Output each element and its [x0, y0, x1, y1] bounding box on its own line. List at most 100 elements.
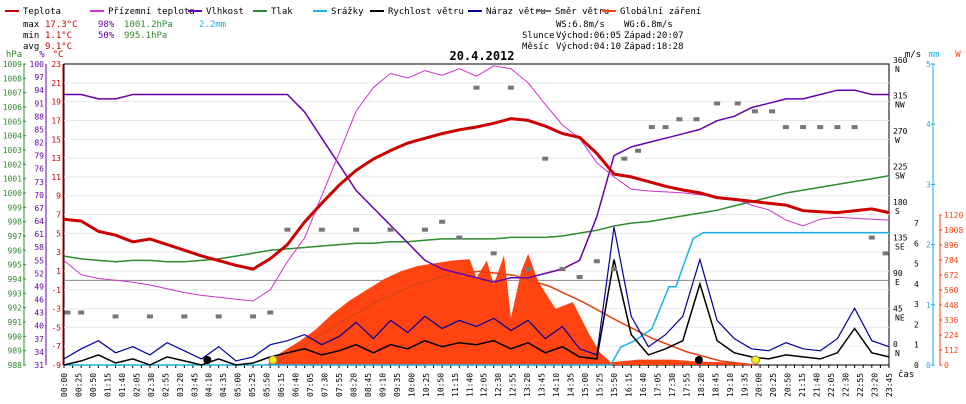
axis-celsius-tick: 1: [56, 267, 61, 276]
axis-hpa-tick: 1003: [3, 146, 22, 155]
info-moonset: Západ:18:28: [624, 42, 684, 52]
legend-label: Globální záření: [620, 7, 701, 17]
info-ws: WS:6.8m/s: [556, 20, 605, 30]
wind-direction-mark: [662, 125, 669, 130]
grid: [63, 82, 890, 368]
axis-direction-tick: 360: [893, 56, 908, 65]
wind-direction-mark: [751, 109, 758, 114]
axis-hpa-tick: 989: [8, 347, 23, 356]
axis-percent-tick: 100: [30, 60, 45, 69]
wind-direction-mark: [782, 125, 789, 130]
x-tick-label: 06:40: [292, 373, 301, 397]
x-tick-label: 16:15: [624, 373, 633, 397]
axis-hpa-title: hPa: [6, 50, 22, 60]
wind-direction-mark: [714, 101, 721, 106]
x-tick-label: 07:30: [321, 373, 330, 397]
wind-direction-mark: [621, 156, 628, 161]
axis-celsius-tick: 23: [51, 60, 61, 69]
x-tick-label: 06:15: [277, 373, 286, 397]
x-tick-label: 10:00: [407, 373, 416, 397]
x-tick-label: 05:00: [234, 373, 243, 397]
x-tick-label: 19:35: [740, 373, 749, 397]
wind-direction-mark: [146, 314, 153, 319]
legend-label: Teplota: [23, 7, 61, 17]
axis-percent-tick: 85: [34, 125, 44, 134]
x-tick-label: 08:20: [349, 373, 358, 397]
stat-min-press: 995.1hPa: [124, 31, 167, 41]
stat-max-temp: 17.3°C: [45, 20, 78, 30]
legend-label: Směr větru: [555, 7, 609, 17]
axis-percent-tick: 76: [34, 165, 44, 174]
legend-label: Náraz větru: [486, 7, 546, 17]
wind-direction-mark: [215, 314, 222, 319]
x-tick-label: 02:05: [132, 373, 141, 397]
axis-radiation-tick: 560: [944, 286, 959, 295]
axis-hpa-tick: 1009: [3, 60, 22, 69]
axis-mm-tick: 2: [926, 241, 931, 250]
wind-direction-mark: [421, 227, 428, 232]
wind-direction-mark: [817, 125, 824, 130]
axis-windspeed-tick: 3: [914, 300, 919, 309]
x-tick-label: 09:35: [393, 373, 402, 397]
axis-mm-title: mm: [929, 50, 940, 60]
x-tick-label: 13:45: [538, 373, 547, 397]
axis-celsius-tick: 9: [56, 192, 61, 201]
axis-hpa-tick: 994: [8, 275, 23, 284]
axis-hpa-tick: 992: [8, 304, 23, 313]
axis-celsius-tick: 5: [56, 229, 61, 238]
wind-direction-mark: [456, 235, 463, 240]
legend: Teplota Přízemní teplota Vlhkost Tlak Srážky…: [5, 7, 701, 17]
axis-percent-tick: 43: [34, 309, 44, 318]
moonrise-marker: [203, 356, 212, 364]
axis-percent-tick: 97: [34, 73, 44, 82]
x-tick-label: 12:55: [509, 373, 518, 397]
x-tick-label: 00:50: [89, 373, 98, 397]
axis-direction-tick: 45: [893, 305, 903, 314]
stat-max-hum: 98%: [98, 20, 115, 30]
x-axis-label: čas: [898, 369, 914, 380]
x-tick-label: 03:45: [190, 373, 199, 397]
wind-direction-mark: [507, 85, 514, 90]
x-tick-label: 01:40: [118, 373, 127, 397]
axis-direction-letter: S: [895, 207, 900, 216]
axis-percent-tick: 67: [34, 204, 44, 213]
x-tick-label: 15:00: [581, 373, 590, 397]
axis-windspeed-tick: 6: [914, 239, 919, 248]
x-tick-label: 15:25: [596, 373, 605, 397]
axis-celsius-tick: 11: [51, 173, 61, 182]
x-tick-label: 10:25: [422, 373, 431, 397]
x-tick-label: 00:25: [74, 373, 83, 397]
x-tick-label: 17:05: [653, 373, 662, 397]
axis-celsius-tick: 21: [51, 79, 61, 88]
axis-hpa-tick: 1002: [3, 160, 22, 169]
series-rain-line: [64, 231, 889, 366]
series-gust-line: [63, 226, 890, 362]
x-tick-label: 22:55: [856, 373, 865, 397]
axis-direction-letter: E: [895, 278, 900, 287]
x-tick-label: 12:05: [480, 373, 489, 397]
axis-mm-tick: 5: [926, 60, 931, 69]
wind-direction-mark: [64, 310, 71, 315]
wind-direction-mark: [734, 101, 741, 106]
x-tick-label: 14:35: [567, 373, 576, 397]
wind-direction-mark: [525, 267, 532, 272]
axis-direction-tick: 0: [893, 340, 898, 349]
moonset-marker: [694, 356, 703, 364]
x-tick-label: 10:50: [436, 373, 445, 397]
axis-percent-tick: 94: [34, 86, 44, 95]
axis-hpa-tick: 998: [8, 218, 23, 227]
axis-radiation-tick: 0: [944, 361, 949, 370]
axis-celsius-tick: -5: [51, 323, 61, 332]
axis-radiation-tick: 224: [944, 331, 959, 340]
chart-date-title: 20.4.2012: [449, 49, 514, 63]
x-tick-label: 13:20: [523, 373, 532, 397]
wind-direction-mark: [635, 148, 642, 153]
axis-direction-letter: SW: [895, 172, 905, 181]
stat-min-hum: 50%: [98, 31, 115, 41]
axis-mm-tick: 4: [926, 120, 931, 129]
x-tick-label: 00:00: [60, 373, 69, 397]
wind-direction-mark: [676, 117, 683, 122]
axis-w-title: W: [955, 50, 961, 60]
axis-celsius-tick: -9: [51, 361, 61, 370]
